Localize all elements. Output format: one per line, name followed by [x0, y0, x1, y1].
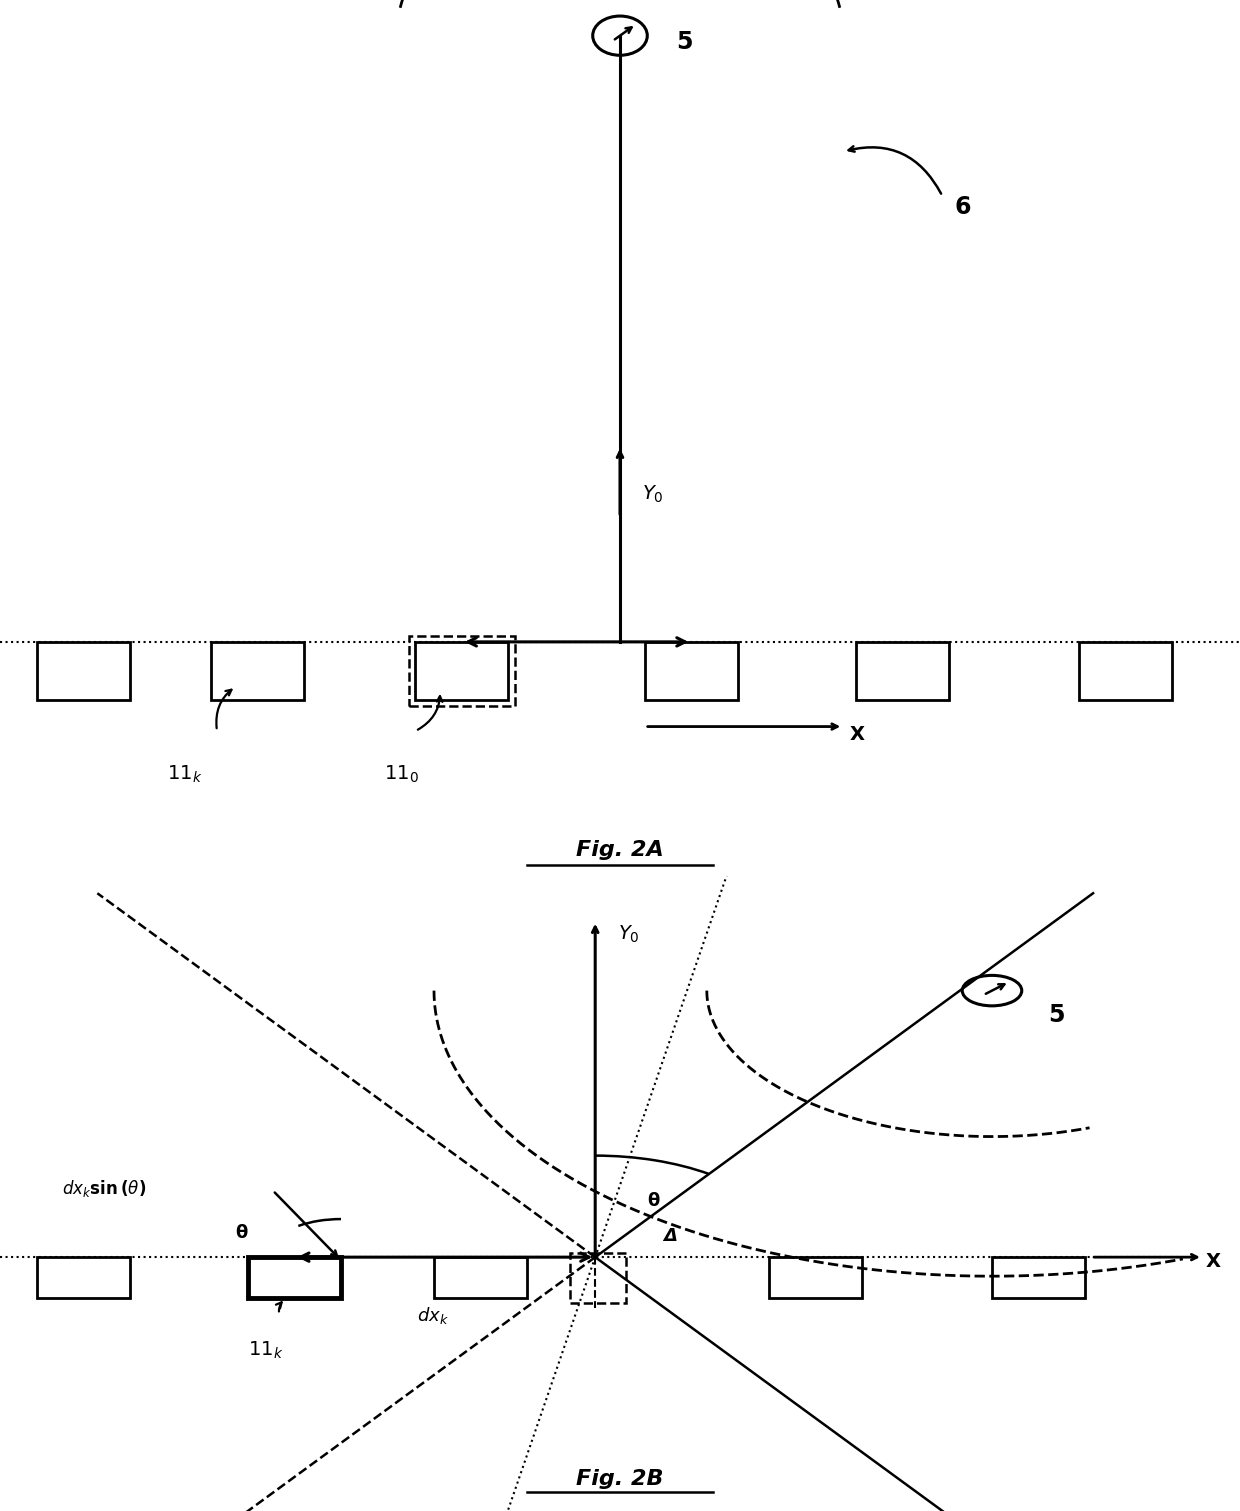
Text: $dx_k$: $dx_k$ — [417, 1304, 449, 1325]
Bar — [415, 642, 508, 700]
Text: 5: 5 — [1048, 1003, 1064, 1027]
Text: $11_0$: $11_0$ — [384, 765, 419, 786]
Bar — [769, 1257, 862, 1298]
Bar — [434, 1257, 527, 1298]
Bar — [856, 642, 949, 700]
Text: $Y_0$: $Y_0$ — [618, 923, 639, 946]
Bar — [1079, 642, 1172, 700]
Text: Fig. 2A: Fig. 2A — [577, 840, 663, 860]
Text: θ: θ — [647, 1192, 660, 1210]
Text: 5: 5 — [676, 30, 692, 54]
Text: $11_k$: $11_k$ — [167, 765, 203, 786]
Text: $dx_k$sin ($\theta$): $dx_k$sin ($\theta$) — [62, 1177, 146, 1198]
Bar — [248, 1257, 341, 1298]
Bar — [248, 1257, 341, 1298]
Text: X: X — [1205, 1251, 1220, 1271]
Bar — [645, 642, 738, 700]
Bar — [409, 636, 515, 706]
Text: Δ: Δ — [663, 1227, 677, 1245]
Text: $Y_0$: $Y_0$ — [642, 484, 663, 505]
Bar — [37, 1257, 130, 1298]
Text: Fig. 2B: Fig. 2B — [577, 1469, 663, 1488]
Bar — [992, 1257, 1085, 1298]
Text: 6: 6 — [955, 195, 971, 219]
Text: θ: θ — [236, 1224, 248, 1242]
Text: $11_k$: $11_k$ — [248, 1340, 284, 1361]
Bar — [570, 1253, 626, 1302]
Text: X: X — [849, 725, 864, 743]
Bar — [37, 642, 130, 700]
Bar — [211, 642, 304, 700]
